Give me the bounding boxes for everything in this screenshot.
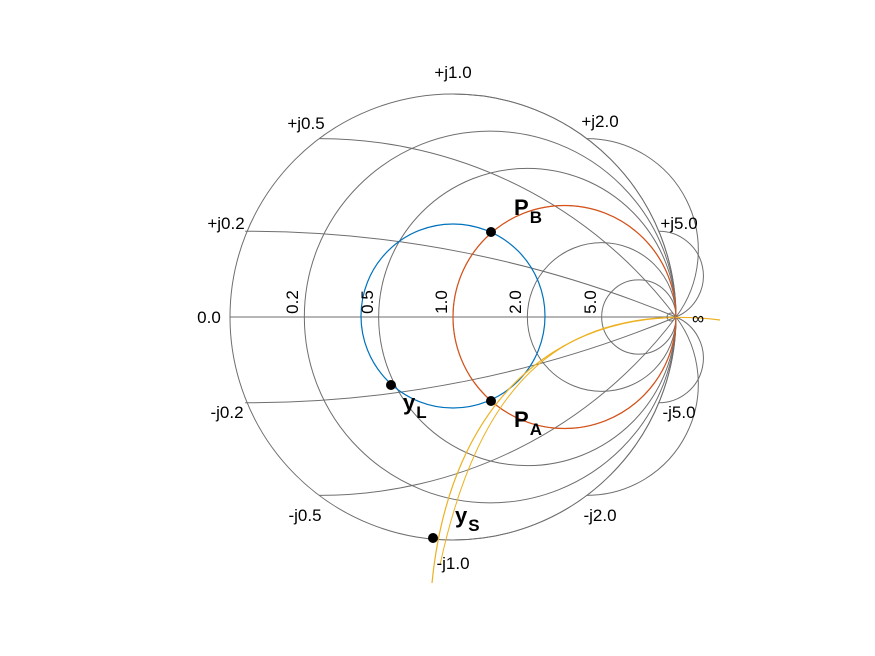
label-neg-j0.2: -j0.2	[210, 403, 243, 422]
pb-main: P	[514, 195, 529, 220]
ys-main: y	[455, 503, 468, 528]
point-label-pb: PB	[514, 195, 542, 227]
label-r-2.0: 2.0	[506, 290, 525, 314]
pb-marker	[486, 227, 496, 237]
label-zero: 0.0	[197, 308, 221, 327]
label-r-0.5: 0.5	[358, 290, 377, 314]
label-pos-j0.2: +j0.2	[207, 214, 244, 233]
point-label-yl: yL	[403, 390, 427, 422]
pb-sub: B	[530, 208, 542, 227]
point-label-ys: yS	[455, 503, 480, 535]
label-pos-j5.0: +j5.0	[660, 214, 697, 233]
label-neg-j5.0: -j5.0	[662, 403, 695, 422]
label-r-1.0: 1.0	[432, 290, 451, 314]
pa-main: P	[514, 407, 529, 432]
label-neg-j2.0: -j2.0	[583, 506, 616, 525]
pa-sub: A	[530, 420, 542, 439]
yl-marker	[386, 380, 396, 390]
ys-marker	[428, 533, 438, 543]
label-neg-j0.5: -j0.5	[288, 506, 321, 525]
label-infinity: ∞	[692, 309, 704, 328]
label-pos-j1.0: +j1.0	[434, 63, 471, 82]
yl-main: y	[403, 390, 416, 415]
pa-marker	[486, 396, 496, 406]
label-r-0.2: 0.2	[283, 290, 302, 314]
label-pos-j0.5: +j0.5	[287, 114, 324, 133]
label-neg-j1.0: -j1.0	[436, 554, 469, 573]
ys-sub: S	[468, 516, 479, 535]
label-r-5.0: 5.0	[581, 290, 600, 314]
yl-sub: L	[416, 403, 426, 422]
point-label-pa: PA	[514, 407, 542, 439]
label-pos-j2.0: +j2.0	[581, 112, 618, 131]
